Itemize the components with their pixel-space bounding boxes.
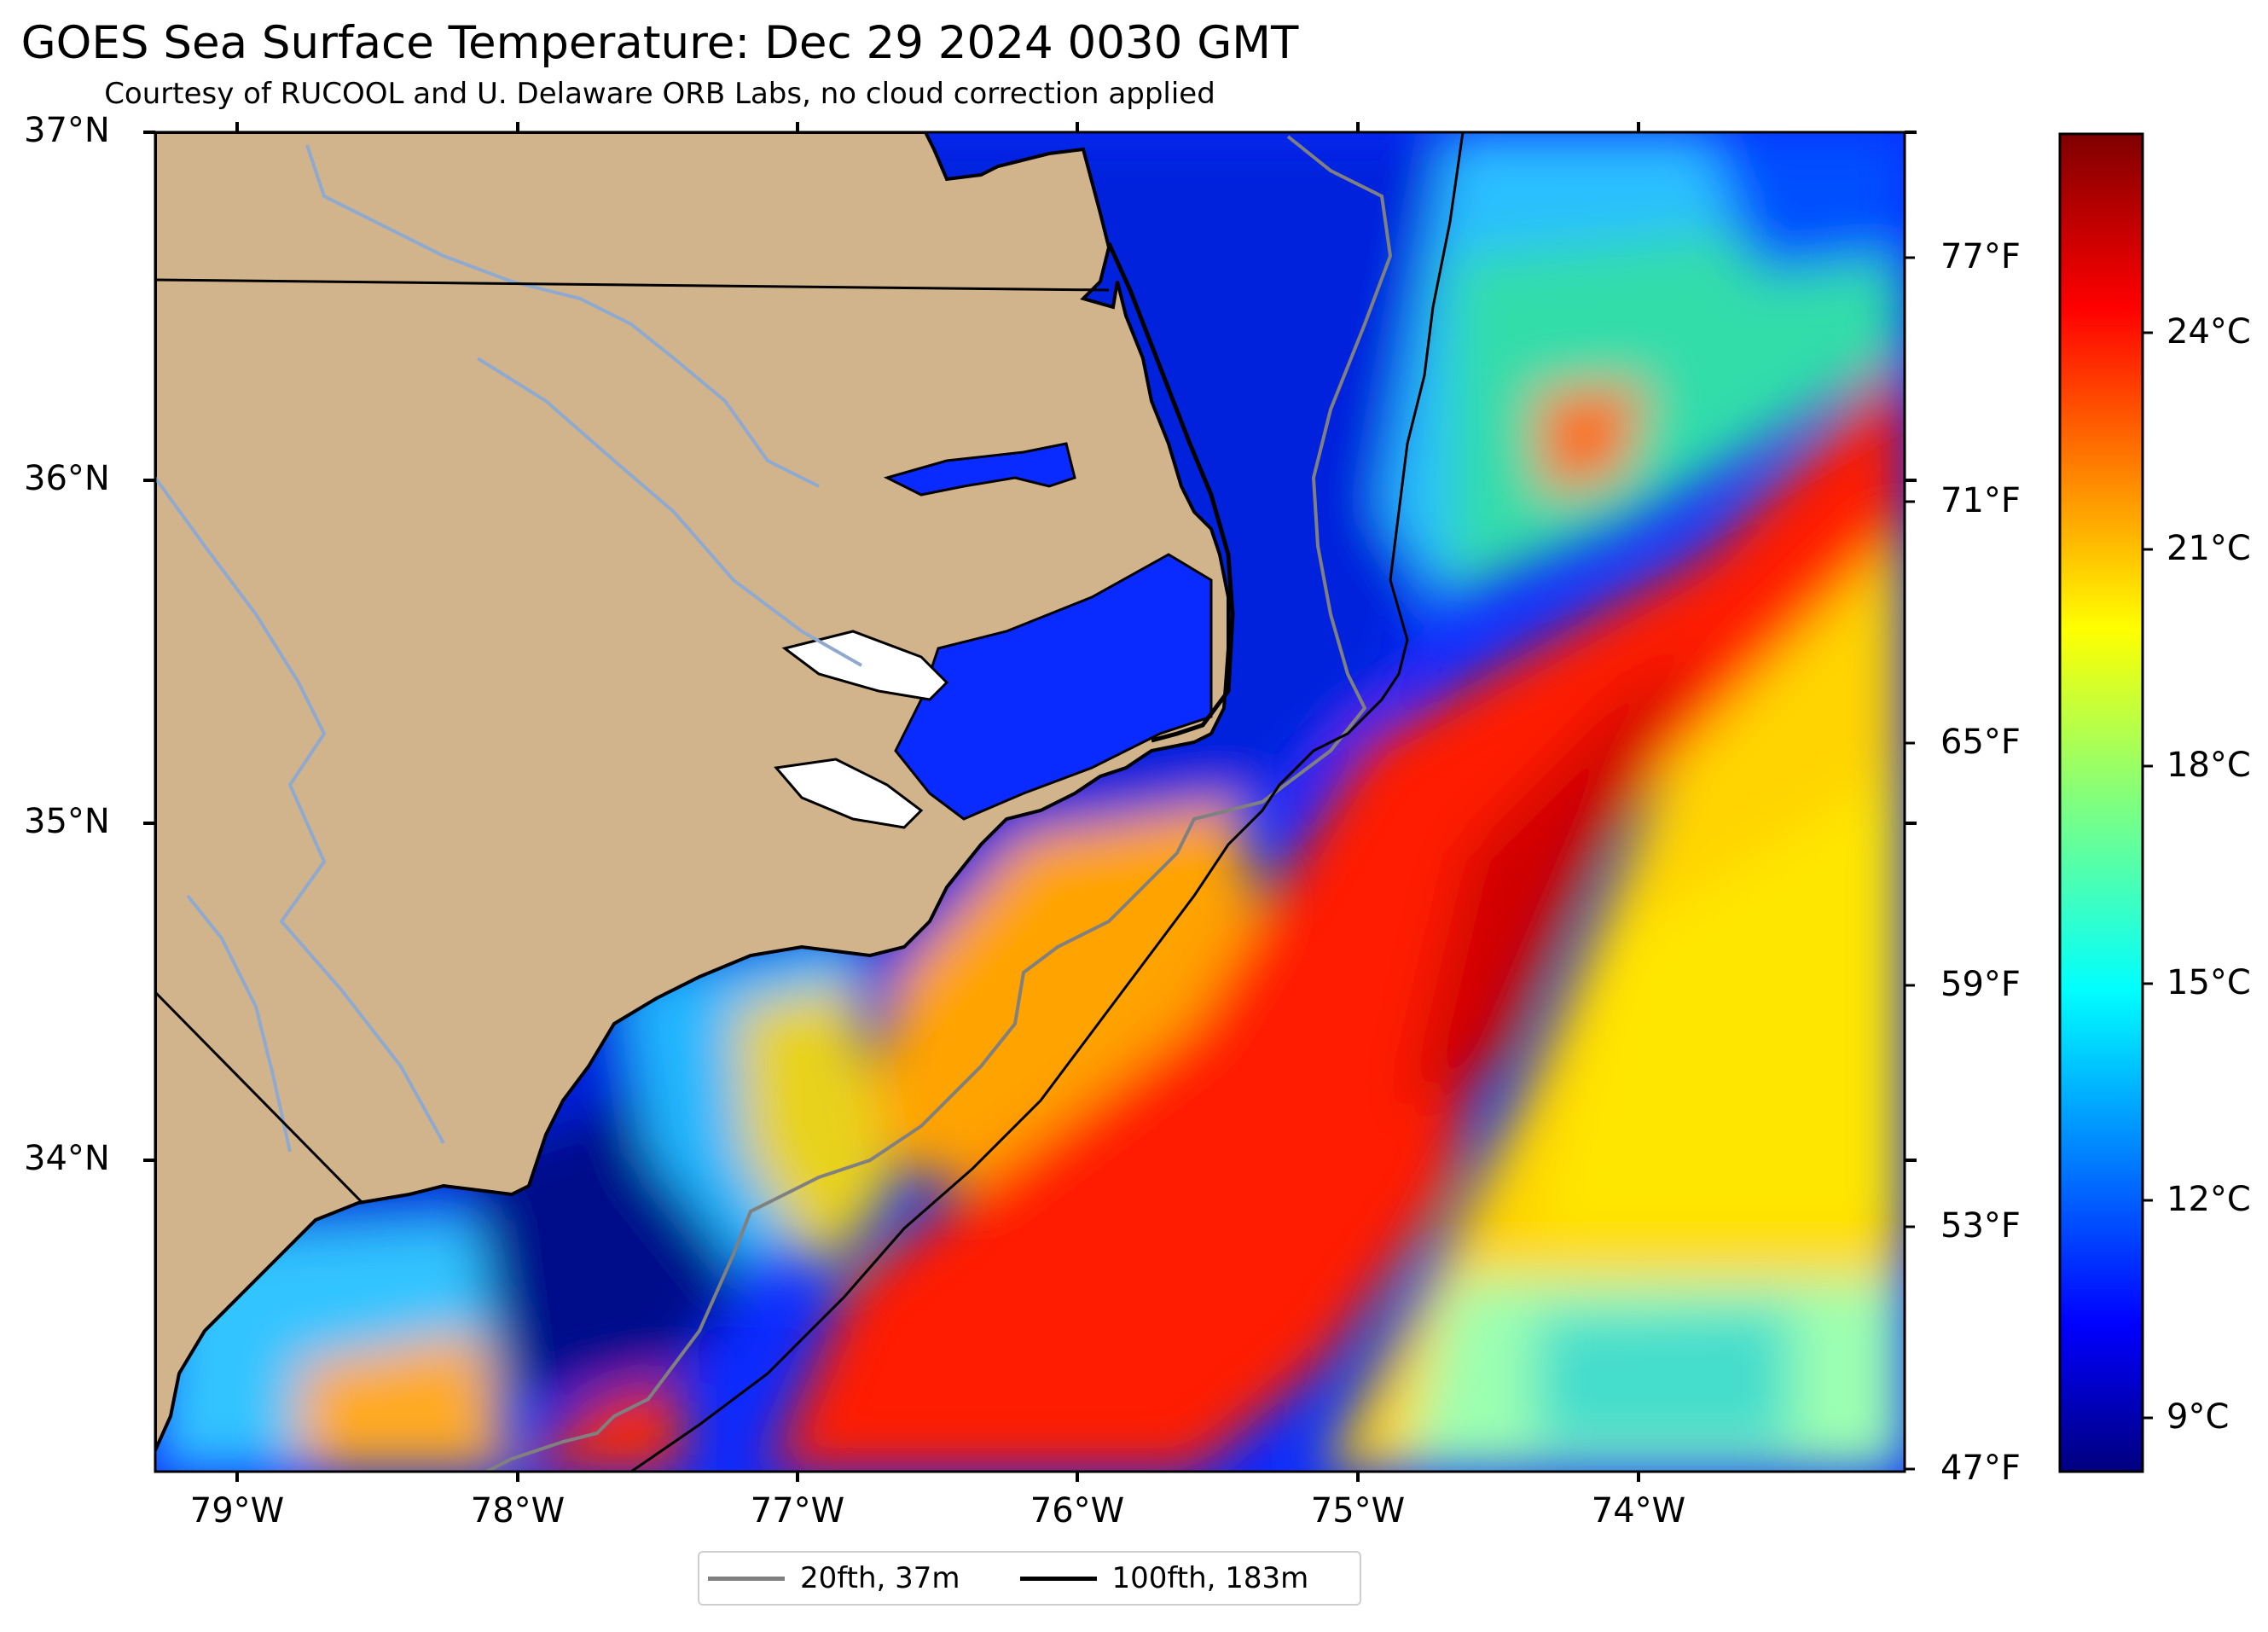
plot-frame: [154, 131, 1906, 1473]
colorbar-ticks: [1905, 256, 2153, 1471]
lon-label: 78°W: [470, 1491, 566, 1530]
legend-item-20fth: 20fth, 37m: [708, 1561, 960, 1595]
map-title: GOES Sea Surface Temperature: Dec 29 202…: [20, 17, 1299, 69]
legend-label-20fth: 20fth, 37m: [800, 1561, 960, 1595]
rivers: [155, 144, 862, 1153]
isobath-20fth: [485, 135, 1393, 1472]
pamlico-sound: [894, 553, 1213, 821]
outer-banks: [1106, 241, 1235, 743]
map-subtitle: Courtesy of RUCOOL and U. Delaware ORB L…: [104, 77, 1215, 111]
celsius-label: 24°C: [2166, 312, 2251, 351]
fahrenheit-label: 59°F: [1940, 965, 2021, 1004]
fahrenheit-label: 71°F: [1940, 481, 2021, 520]
lon-label: 77°W: [750, 1491, 845, 1530]
lon-label: 75°W: [1310, 1491, 1406, 1530]
albemarle-sound: [883, 442, 1076, 497]
lat-label: 35°N: [24, 802, 110, 841]
lon-label: 74°W: [1591, 1491, 1686, 1530]
legend-label-100fth: 100fth, 183m: [1111, 1561, 1309, 1595]
isobaths: [485, 132, 1465, 1472]
land: [155, 132, 1230, 1451]
fahrenheit-label: 47°F: [1940, 1449, 2021, 1488]
lat-label: 34°N: [24, 1139, 110, 1178]
isobath-legend: 20fth, 37m 100fth, 183m: [698, 1551, 1361, 1606]
celsius-label: 15°C: [2166, 963, 2251, 1002]
legend-swatch-20fth: [708, 1576, 785, 1581]
va-nc-border: [155, 278, 1110, 292]
celsius-label: 18°C: [2166, 746, 2251, 785]
celsius-label: 21°C: [2166, 529, 2251, 568]
celsius-label: 12°C: [2166, 1180, 2251, 1219]
colorbar: [2058, 132, 2144, 1473]
lat-label: 36°N: [24, 459, 110, 498]
lon-label: 76°W: [1030, 1491, 1125, 1530]
fahrenheit-label: 65°F: [1940, 723, 2021, 762]
fahrenheit-label: 77°F: [1940, 237, 2021, 276]
fahrenheit-label: 53°F: [1940, 1206, 2021, 1246]
legend-swatch-100fth: [1019, 1576, 1097, 1581]
legend-item-100fth: 100fth, 183m: [1019, 1561, 1309, 1595]
pamlico-river: [781, 630, 949, 701]
axis-ticks: [143, 122, 1917, 1482]
lat-label: 37°N: [24, 111, 110, 150]
isobath-100fth: [630, 132, 1465, 1472]
celsius-label: 9°C: [2166, 1397, 2230, 1437]
neuse-river: [774, 758, 924, 829]
lon-label: 79°W: [189, 1491, 285, 1530]
nc-sc-border: [155, 990, 364, 1205]
